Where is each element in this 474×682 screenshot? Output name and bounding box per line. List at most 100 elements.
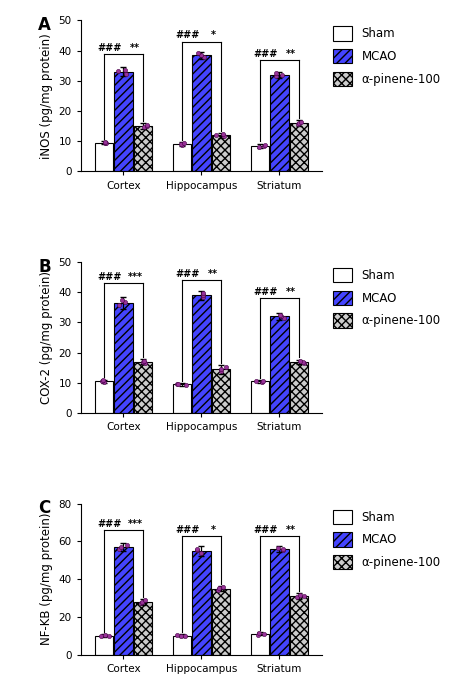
Text: ###: ### [98, 42, 122, 53]
Point [101, 629, 109, 640]
Point [100, 375, 107, 386]
Bar [212, 369, 230, 413]
Point [255, 141, 263, 152]
Bar [173, 636, 191, 655]
Point [295, 117, 303, 128]
Point [100, 138, 108, 149]
Point [219, 582, 227, 593]
Point [144, 121, 151, 132]
Point [173, 379, 180, 389]
Text: **: ** [208, 269, 218, 279]
Text: **: ** [286, 48, 296, 59]
Bar [192, 295, 211, 413]
Point [280, 544, 287, 554]
Point [105, 631, 113, 642]
Bar [173, 145, 191, 171]
Text: ###: ### [175, 31, 200, 40]
Point [116, 300, 123, 311]
Text: B: B [38, 258, 51, 276]
Bar [270, 75, 289, 171]
Point [274, 542, 282, 553]
Point [118, 295, 126, 306]
Point [200, 288, 207, 299]
Point [219, 129, 227, 140]
Point [121, 297, 129, 308]
Point [277, 310, 285, 321]
Point [195, 48, 202, 59]
Text: ***: *** [128, 272, 143, 282]
Bar [251, 381, 269, 413]
Point [140, 122, 148, 133]
Bar [114, 547, 133, 655]
Point [182, 380, 190, 391]
Point [217, 364, 224, 374]
Point [297, 117, 304, 128]
Point [299, 356, 307, 367]
Point [300, 591, 308, 602]
Point [114, 66, 122, 77]
Point [260, 376, 267, 387]
Point [201, 51, 208, 62]
Bar [95, 381, 113, 413]
Point [97, 630, 105, 641]
Point [260, 140, 268, 151]
Point [261, 139, 269, 150]
Point [280, 545, 287, 556]
Point [293, 592, 301, 603]
Text: *: * [210, 524, 216, 535]
Point [141, 595, 148, 606]
Point [123, 539, 130, 550]
Point [217, 366, 225, 376]
Point [139, 356, 147, 367]
Point [273, 70, 280, 81]
Point [174, 379, 182, 389]
Text: A: A [38, 16, 51, 34]
Point [121, 64, 129, 75]
Bar [192, 551, 211, 655]
Point [193, 545, 201, 556]
Point [98, 376, 105, 387]
Bar [212, 135, 230, 171]
Point [102, 137, 110, 148]
Text: ###: ### [254, 287, 278, 297]
Point [140, 355, 148, 366]
Text: ###: ### [254, 48, 278, 59]
Legend: Sham, MCAO, α-pinene-100: Sham, MCAO, α-pinene-100 [333, 509, 440, 569]
Point [301, 357, 308, 368]
Point [141, 357, 149, 368]
Point [123, 68, 130, 79]
Text: ***: *** [128, 519, 143, 529]
Point [177, 631, 185, 642]
Point [179, 140, 186, 151]
Point [118, 542, 125, 552]
Bar [290, 123, 308, 171]
Point [281, 312, 288, 323]
Point [214, 584, 222, 595]
Text: **: ** [130, 42, 140, 53]
Text: C: C [38, 499, 51, 517]
Point [100, 376, 108, 387]
Bar [270, 316, 289, 413]
Bar [212, 589, 230, 655]
Bar [134, 602, 152, 655]
Bar [114, 72, 133, 171]
Legend: Sham, MCAO, α-pinene-100: Sham, MCAO, α-pinene-100 [333, 27, 440, 86]
Point [137, 597, 145, 608]
Point [115, 543, 123, 554]
Point [276, 309, 283, 320]
Bar [95, 636, 113, 655]
Bar [134, 126, 152, 171]
Point [138, 596, 146, 607]
Point [177, 138, 185, 149]
Point [199, 292, 207, 303]
Bar [192, 55, 211, 171]
Point [258, 376, 265, 387]
Point [222, 361, 230, 372]
Point [294, 119, 301, 130]
Text: ###: ### [98, 519, 122, 529]
Point [261, 628, 268, 639]
Text: ###: ### [254, 524, 278, 535]
Bar [290, 596, 308, 655]
Text: ###: ### [175, 269, 200, 279]
Point [252, 375, 260, 386]
